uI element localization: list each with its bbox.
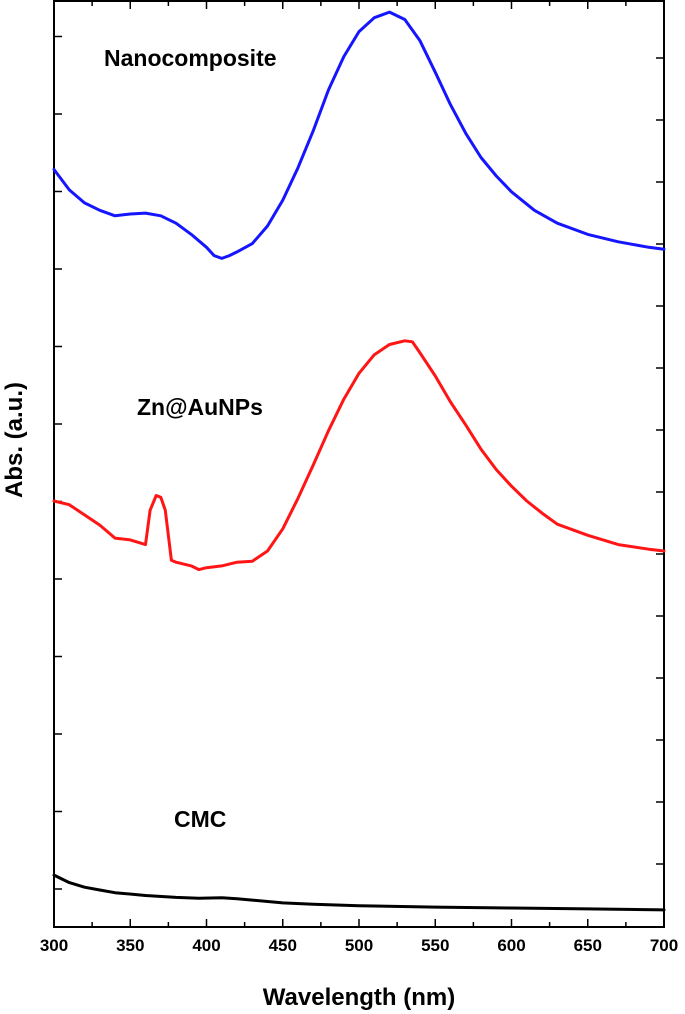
series-label-nanocomposite: Nanocomposite [104, 45, 277, 71]
x-tick-label: 700 [650, 936, 678, 955]
plot-area-border [53, 0, 665, 928]
series-label-zn-aunps: Zn@AuNPs [137, 394, 263, 420]
y-axis-label: Abs. (a.u.) [1, 382, 28, 498]
x-tick-label: 650 [574, 936, 602, 955]
series-line-cmc [52, 873, 666, 912]
x-tick-label: 350 [116, 936, 144, 955]
x-tick-label: 600 [497, 936, 525, 955]
series-lines [52, 10, 666, 912]
series-annotations: Nanocomposite Zn@AuNPs CMC [104, 45, 277, 832]
x-axis-label: Wavelength (nm) [263, 984, 455, 1011]
plot-frame [53, 0, 665, 928]
x-tick-label: 500 [345, 936, 373, 955]
x-tick-label: 300 [40, 936, 68, 955]
x-tick-label: 550 [421, 936, 449, 955]
series-label-cmc: CMC [174, 806, 226, 832]
series-line-zn-aunps [52, 339, 666, 572]
series-line-nanocomposite [52, 10, 666, 260]
x-tick-labels: 300 350 400 450 500 550 600 650 700 [40, 936, 678, 955]
axis-ticks [53, 1, 665, 927]
x-tick-label: 450 [269, 936, 297, 955]
x-tick-label: 400 [192, 936, 220, 955]
